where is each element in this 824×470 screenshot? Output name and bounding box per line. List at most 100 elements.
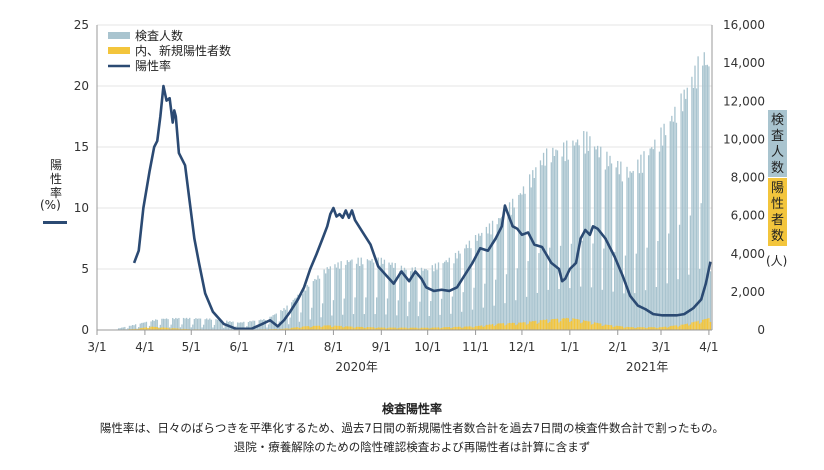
- tests-bar: [342, 314, 344, 330]
- positives-bar: [365, 327, 367, 330]
- tests-bar: [451, 296, 454, 330]
- tests-bar: [465, 244, 467, 330]
- positives-bar: [139, 328, 141, 330]
- left-axis-unit: (%): [40, 198, 61, 212]
- tests-bar: [566, 140, 568, 330]
- positives-bar: [681, 324, 684, 330]
- positives-bar: [610, 325, 613, 330]
- tests-bar: [326, 267, 328, 330]
- positives-bar: [678, 326, 681, 330]
- positives-bar: [702, 319, 704, 330]
- x-tick-label: 6/1: [230, 340, 249, 354]
- positives-bar: [680, 324, 682, 330]
- positives-bar: [683, 324, 685, 330]
- tests-bar: [445, 260, 447, 330]
- tests-bar: [400, 265, 403, 330]
- positives-bar: [317, 325, 319, 330]
- positives-bar: [165, 327, 168, 330]
- positives-bar: [287, 328, 290, 330]
- positives-bar: [456, 326, 458, 330]
- tests-bar: [530, 187, 532, 330]
- positives-bar: [349, 326, 352, 330]
- tests-bar: [385, 314, 387, 330]
- positives-bar: [164, 327, 166, 330]
- tests-bar: [122, 327, 124, 330]
- positives-bar: [643, 327, 645, 330]
- positives-bar: [291, 327, 293, 330]
- tests-bar: [576, 139, 579, 330]
- positives-bar: [168, 328, 171, 330]
- positives-bar: [666, 327, 668, 330]
- positives-bar: [654, 327, 656, 330]
- positives-bar: [359, 326, 361, 330]
- positives-bar: [328, 325, 330, 330]
- tests-bar: [172, 317, 174, 330]
- positives-bar: [368, 327, 370, 330]
- axes: [96, 25, 713, 331]
- positives-bar: [366, 327, 369, 330]
- positives-bar: [547, 323, 549, 330]
- tests-bar: [552, 147, 554, 330]
- tests-bar: [553, 156, 556, 330]
- tests-bar: [269, 316, 271, 330]
- tests-bar: [406, 316, 409, 330]
- positives-bar: [668, 327, 670, 330]
- positives-bar: [505, 324, 508, 330]
- tests-bar: [150, 321, 152, 330]
- tests-bar: [338, 268, 341, 330]
- tests-bar: [396, 315, 398, 330]
- positives-bar: [575, 318, 577, 330]
- tests-bar: [630, 172, 633, 330]
- tests-bar: [490, 234, 492, 330]
- tests-bar: [524, 193, 526, 330]
- tests-bar: [250, 321, 253, 330]
- chart-note-2: 退院・療養解除のための陰性確認検査および再陽性者は計算に含まず: [233, 440, 591, 454]
- left-tick-label: 10: [74, 201, 89, 215]
- positives-bar: [423, 327, 426, 330]
- positives-bar: [442, 327, 444, 330]
- tests-bar: [427, 270, 429, 330]
- tests-bar: [369, 260, 372, 330]
- positives-bar: [493, 326, 495, 330]
- positives-bar: [320, 327, 322, 330]
- tests-bar: [603, 248, 605, 330]
- tests-bar: [572, 140, 574, 330]
- tests-bar: [515, 300, 517, 330]
- tests-bar: [264, 320, 267, 330]
- tests-bar: [680, 93, 682, 330]
- positives-bar: [638, 327, 641, 330]
- left-tick-label: 0: [81, 323, 89, 337]
- tests-bar: [626, 166, 628, 330]
- positives-bar: [621, 326, 624, 330]
- right-tick-label: 6,000: [731, 209, 765, 223]
- year-label: 2021年: [626, 360, 669, 374]
- positives-bar: [600, 323, 602, 330]
- positives-bar: [468, 326, 471, 330]
- tests-bar: [508, 202, 511, 330]
- tests-bar: [635, 253, 637, 330]
- positives-bar: [510, 323, 512, 330]
- tests-bar: [437, 262, 440, 330]
- tests-bar: [306, 284, 308, 330]
- tests-bar: [499, 218, 501, 330]
- positives-bar: [490, 324, 492, 330]
- positives-bar: [587, 321, 590, 330]
- tests-bar: [702, 65, 704, 330]
- tests-bar: [206, 318, 208, 330]
- positives-bar: [462, 327, 464, 330]
- tests-bar: [627, 177, 630, 330]
- tests-bar: [201, 327, 203, 330]
- positives-bar: [603, 325, 605, 330]
- positives-bar: [561, 318, 563, 330]
- tests-bar: [162, 318, 165, 330]
- tests-bar: [300, 312, 302, 330]
- positives-bar: [553, 319, 556, 330]
- positives-bar: [513, 322, 515, 330]
- positives-bar: [294, 327, 296, 330]
- tests-bar: [675, 122, 678, 330]
- positives-bar: [433, 327, 435, 330]
- tests-bar: [516, 268, 518, 330]
- positives-bar: [698, 323, 701, 330]
- tests-bar: [280, 310, 282, 330]
